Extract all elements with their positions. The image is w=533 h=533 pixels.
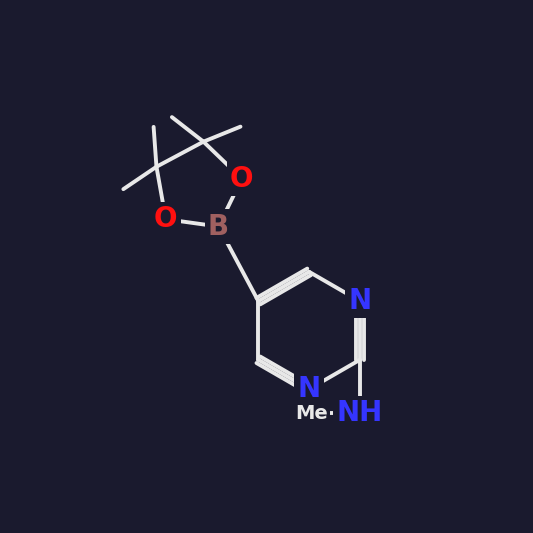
Text: N: N — [349, 287, 372, 315]
Text: B: B — [208, 213, 229, 240]
Text: Me: Me — [296, 403, 328, 423]
Text: O: O — [154, 205, 177, 233]
Text: O: O — [230, 165, 254, 192]
Text: NH: NH — [337, 399, 383, 427]
Text: N: N — [297, 375, 321, 403]
